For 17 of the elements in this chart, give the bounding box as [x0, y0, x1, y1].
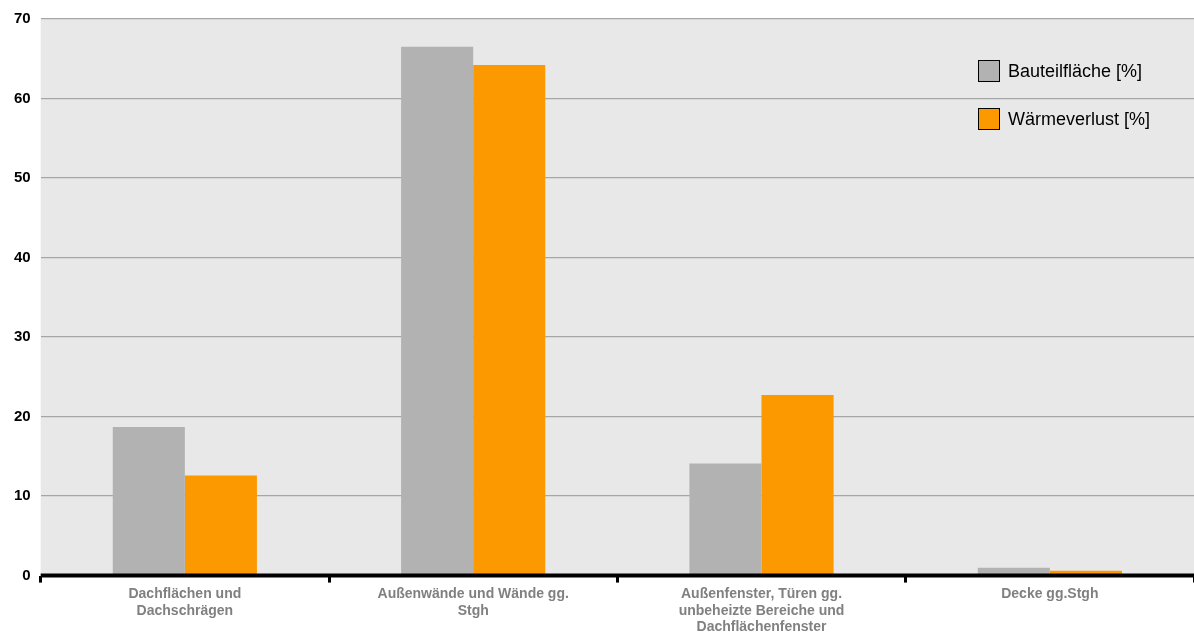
y-tick-label: 40	[14, 247, 31, 265]
y-tick-label: 70	[14, 9, 31, 27]
bar	[473, 65, 546, 575]
y-tick-label: 10	[14, 486, 31, 504]
legend-label: Wärmeverlust [%]	[1007, 108, 1150, 130]
bar	[184, 475, 257, 575]
x-tick-label: Decke gg.Stgh	[1001, 584, 1099, 601]
x-tick-label: Dachflächen und Dachschrägen	[128, 584, 242, 618]
legend-label: Bauteilfläche [%]	[1007, 60, 1143, 82]
x-tick-label: Außenwände und Wände gg. Stgh	[377, 584, 569, 618]
y-tick-label: 0	[22, 565, 31, 583]
x-tick-label: Außenfenster, Türen gg. unbeheizte Bereiche und Dachflächenfenster	[678, 584, 845, 635]
bar	[761, 395, 834, 575]
y-tick-label: 50	[14, 168, 31, 186]
y-tick-label: 60	[14, 88, 31, 106]
y-tick-label: 30	[14, 327, 31, 345]
y-tick-label: 20	[14, 406, 31, 424]
